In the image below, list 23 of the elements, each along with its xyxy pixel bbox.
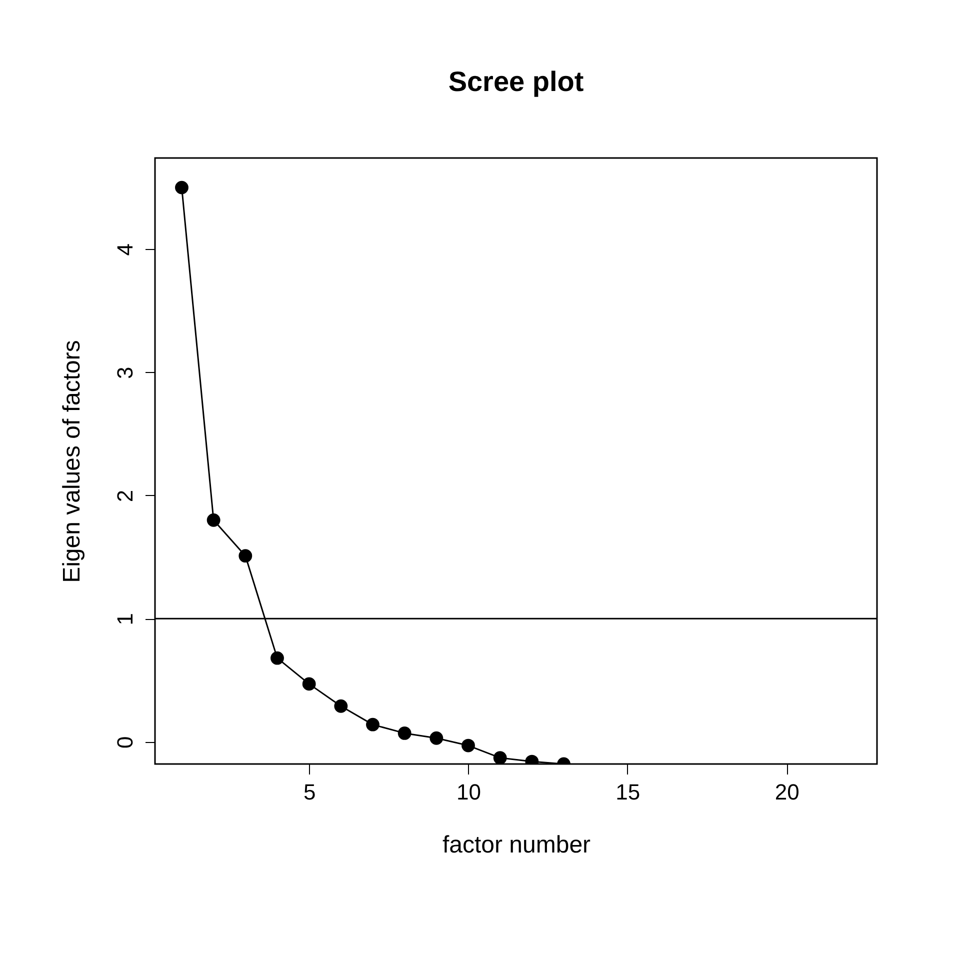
point	[493, 751, 507, 764]
x-tick-label: 5	[303, 780, 316, 804]
point	[302, 677, 316, 691]
x-axis-title: factor number	[442, 832, 591, 858]
point	[462, 738, 475, 752]
x-tick-label: 20	[774, 780, 800, 804]
y-tick-label: 0	[112, 736, 138, 748]
point	[206, 513, 220, 527]
y-tick-label: 2	[112, 490, 138, 502]
x-tick-label: 10	[456, 780, 481, 804]
point	[270, 651, 284, 665]
y-tick-label: 3	[112, 366, 138, 379]
y-axis-title: Eigen values of factors	[58, 340, 86, 583]
x-tick-label: 15	[616, 780, 640, 804]
point	[398, 726, 412, 740]
y-tick-label: 4	[112, 244, 138, 256]
chart-title: Scree plot	[448, 66, 584, 97]
point	[430, 731, 444, 745]
point	[334, 699, 348, 713]
point	[238, 549, 252, 563]
y-tick-label: 1	[112, 613, 138, 626]
point	[366, 718, 380, 732]
point	[175, 180, 188, 194]
